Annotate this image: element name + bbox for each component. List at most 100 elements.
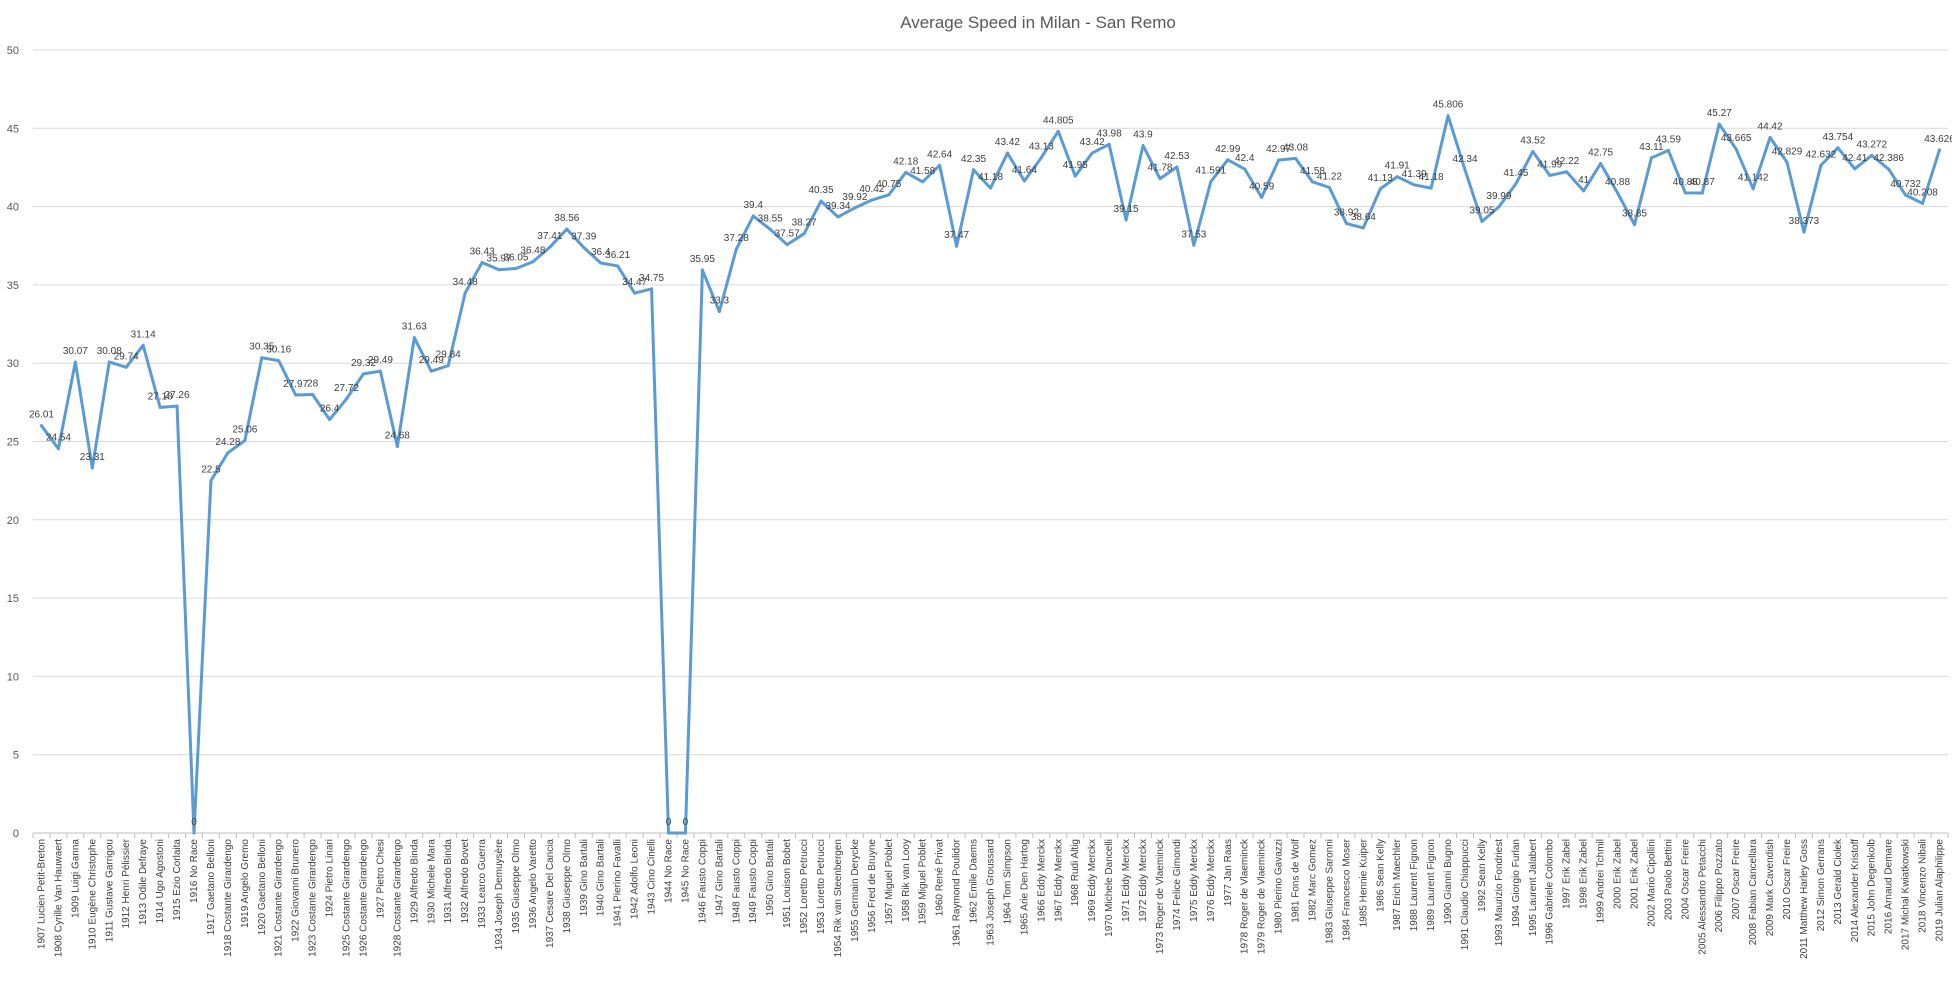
x-tick-label: 1933 Learco Guerra [477, 839, 488, 929]
data-point [446, 364, 450, 368]
data-label: 41.58 [1300, 166, 1325, 177]
data-point [226, 451, 230, 455]
data-label: 42.632 [1806, 149, 1837, 160]
data-point [107, 360, 111, 364]
data-label: 36.48 [520, 246, 545, 257]
x-tick-label: 1917 Gaetano Belloni [206, 839, 217, 935]
data-point [1802, 230, 1806, 234]
x-tick-label: 1936 Angelo Varetto [528, 839, 539, 929]
data-label: 39.15 [1114, 204, 1139, 215]
data-label: 41.18 [1419, 172, 1444, 183]
x-tick-label: 1997 Erik Zabel [1562, 839, 1573, 909]
data-label: 34.75 [639, 273, 664, 284]
x-tick-label: 1995 Laurent Jalabert [1528, 839, 1539, 937]
data-point [921, 180, 925, 184]
data-point [243, 439, 247, 443]
data-point [1107, 142, 1111, 146]
data-point [1090, 151, 1094, 155]
data-point [1666, 148, 1670, 152]
data-point [1310, 180, 1314, 184]
data-point [836, 215, 840, 219]
data-label: 29.32 [351, 358, 376, 369]
data-point [1378, 187, 1382, 191]
data-point [412, 336, 416, 340]
data-point [734, 247, 738, 251]
x-tick-label: 2010 Oscar Freire [1782, 839, 1793, 920]
data-point [1836, 146, 1840, 150]
data-label: 43.665 [1721, 133, 1752, 144]
data-point [989, 186, 992, 190]
x-tick-label: 2014 Alexander Kristoff [1850, 839, 1861, 942]
data-point [1582, 189, 1586, 193]
data-point [1395, 175, 1399, 179]
y-tick-label: 10 [7, 671, 19, 683]
x-tick-label: 1981 Fons de Wolf [1291, 839, 1302, 923]
x-tick-label: 1920 Gaetano Belloni [257, 839, 268, 935]
x-tick-label: 1976 Eddy Merckx [1206, 839, 1217, 922]
x-tick-label: 2007 Oscar Freire [1731, 839, 1742, 920]
x-tick-label: 1979 Roger de Vlaeminck [1257, 838, 1268, 954]
data-point [1294, 156, 1298, 160]
data-label: 37.39 [571, 231, 596, 242]
data-point [1209, 180, 1213, 184]
data-label: 27.18 [148, 391, 173, 402]
data-label: 41.22 [1317, 171, 1342, 182]
data-point [1327, 185, 1331, 189]
data-point [1785, 160, 1789, 164]
data-label: 42.34 [1452, 154, 1477, 165]
data-label: 0 [683, 817, 689, 828]
data-label: 27.26 [165, 390, 190, 401]
data-point [192, 831, 196, 835]
data-point [768, 227, 772, 231]
data-label: 30.35 [249, 342, 274, 353]
data-label: 29.84 [436, 350, 461, 361]
data-point [1734, 147, 1738, 151]
data-label: 40.35 [809, 185, 834, 196]
x-tick-label: 1983 Giuseppe Saronni [1324, 839, 1335, 944]
data-point [938, 163, 942, 167]
x-tick-label: 1953 Loretto Petrucci [816, 839, 827, 934]
data-label: 22.5 [201, 465, 221, 476]
x-tick-label: 1927 Pietro Chesi [375, 839, 386, 919]
x-tick-label: 1986 Sean Kelly [1375, 839, 1386, 912]
x-tick-label: 2015 John Degenkolb [1867, 839, 1878, 937]
data-point [1344, 222, 1348, 226]
x-tick-label: 1908 Cyrille Van Hauwaert [53, 839, 64, 957]
data-label: 37.57 [775, 229, 800, 240]
data-point [378, 369, 382, 373]
x-tick-label: 1931 Alfredo Binda [443, 839, 454, 924]
x-tick-label: 2009 Mark Cavendish [1765, 839, 1776, 936]
data-point [56, 447, 60, 451]
data-label: 37.41 [537, 231, 562, 242]
data-point [1819, 163, 1823, 167]
data-point [700, 268, 704, 272]
x-tick-label: 1915 Ezio Corlaita [172, 839, 183, 921]
data-point [717, 310, 721, 314]
data-point [1548, 173, 1552, 177]
x-tick-label: 1944 No Race [664, 839, 675, 903]
data-label: 42.75 [1588, 148, 1613, 159]
data-label: 23.31 [80, 452, 105, 463]
x-tick-label: 1949 Fausto Coppi [748, 839, 759, 924]
x-tick-label: 1922 Giovanni Brunero [291, 839, 302, 942]
data-label: 40.59 [1249, 181, 1274, 192]
x-tick-label: 2012 Simon Gerrans [1816, 839, 1827, 931]
x-tick-label: 1945 No Race [680, 839, 691, 903]
data-label: 30.07 [63, 346, 88, 357]
data-point [1870, 153, 1874, 157]
data-point [904, 170, 908, 174]
x-tick-label: 2001 Erik Zabel [1629, 839, 1640, 909]
data-label: 38.55 [758, 213, 783, 224]
data-label: 40.88 [1605, 177, 1630, 188]
x-tick-label: 1924 Pietro Linari [325, 839, 336, 917]
data-point [124, 365, 128, 369]
data-point [853, 206, 857, 210]
data-point [158, 405, 162, 409]
x-axis-ticks: 1907 Lucien Petit-Breton 1908 Cyrille Van… [32, 833, 1949, 959]
data-point [1565, 170, 1569, 174]
data-label: 36.43 [470, 247, 495, 258]
x-tick-label: 2004 Oscar Freire [1680, 839, 1691, 920]
data-label: 41.39 [1402, 169, 1427, 180]
data-label: 43.52 [1520, 135, 1545, 146]
